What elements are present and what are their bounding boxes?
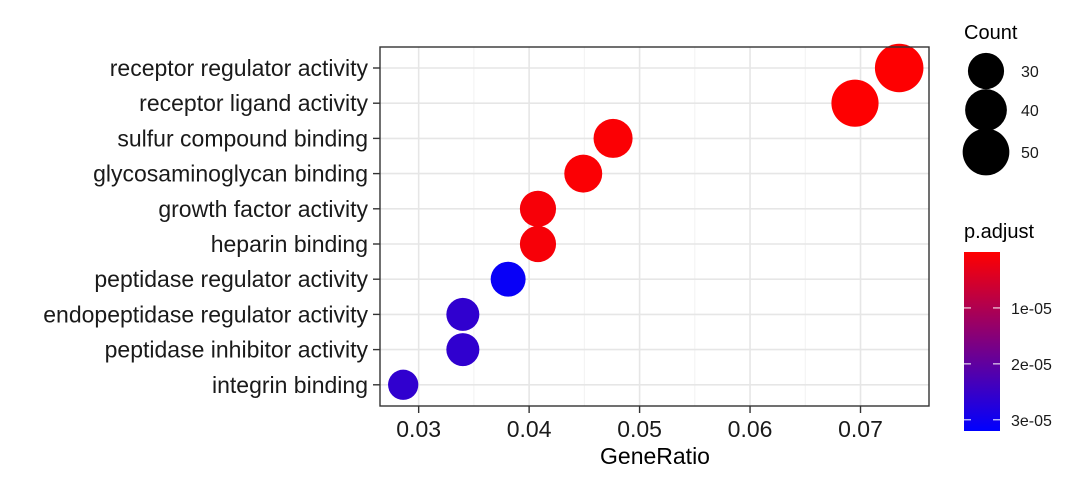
count-legend-label: 30 bbox=[1021, 64, 1039, 81]
data-point bbox=[446, 333, 480, 367]
x-tick-label: 0.05 bbox=[617, 416, 662, 442]
data-point bbox=[564, 154, 603, 193]
y-tick-label: sulfur compound binding bbox=[117, 125, 368, 151]
data-point bbox=[490, 261, 526, 297]
data-point bbox=[388, 369, 419, 400]
x-tick-label: 0.06 bbox=[728, 416, 773, 442]
count-legend-label: 50 bbox=[1021, 145, 1039, 162]
count-legend-label: 40 bbox=[1021, 103, 1039, 120]
p-adjust-legend-label: 2e-05 bbox=[1011, 357, 1052, 374]
y-tick-label: endopeptidase regulator activity bbox=[43, 301, 368, 327]
count-legend: Count 30 40 50 bbox=[962, 22, 1039, 176]
x-tick-label: 0.07 bbox=[838, 416, 883, 442]
y-tick-label: receptor ligand activity bbox=[139, 90, 368, 116]
x-tick-label: 0.04 bbox=[507, 416, 552, 442]
p-adjust-legend-title: p.adjust bbox=[964, 221, 1034, 243]
p-adjust-colorbar bbox=[964, 252, 1000, 431]
y-tick-label: peptidase inhibitor activity bbox=[105, 337, 369, 363]
data-point bbox=[831, 79, 879, 127]
y-tick-label: integrin binding bbox=[212, 372, 368, 398]
y-axis: receptor regulator activity receptor liga… bbox=[43, 55, 380, 398]
x-axis-title: GeneRatio bbox=[600, 443, 710, 469]
y-tick-label: receptor regulator activity bbox=[110, 55, 369, 81]
count-legend-title: Count bbox=[964, 22, 1018, 44]
data-point bbox=[874, 43, 924, 93]
count-legend-key bbox=[965, 89, 1007, 131]
data-point bbox=[593, 118, 633, 158]
x-axis: 0.03 0.04 0.05 0.06 0.07 bbox=[396, 406, 883, 442]
plot-border bbox=[379, 46, 930, 407]
p-adjust-legend: p.adjust 1e-05 2e-05 3e-05 bbox=[964, 221, 1052, 431]
count-legend-key bbox=[962, 128, 1010, 176]
y-tick-label: heparin binding bbox=[211, 231, 368, 257]
data-point bbox=[519, 190, 557, 227]
p-adjust-legend-label: 1e-05 bbox=[1011, 301, 1052, 318]
x-tick-label: 0.03 bbox=[396, 416, 441, 442]
y-tick-label: growth factor activity bbox=[158, 196, 368, 222]
y-tick-label: glycosaminoglycan binding bbox=[93, 161, 368, 187]
data-point bbox=[446, 297, 480, 331]
data-points bbox=[388, 43, 924, 400]
data-point bbox=[519, 225, 557, 263]
y-tick-label: peptidase regulator activity bbox=[94, 266, 368, 292]
count-legend-key bbox=[967, 52, 1005, 90]
p-adjust-legend-label: 3e-05 bbox=[1011, 413, 1052, 430]
